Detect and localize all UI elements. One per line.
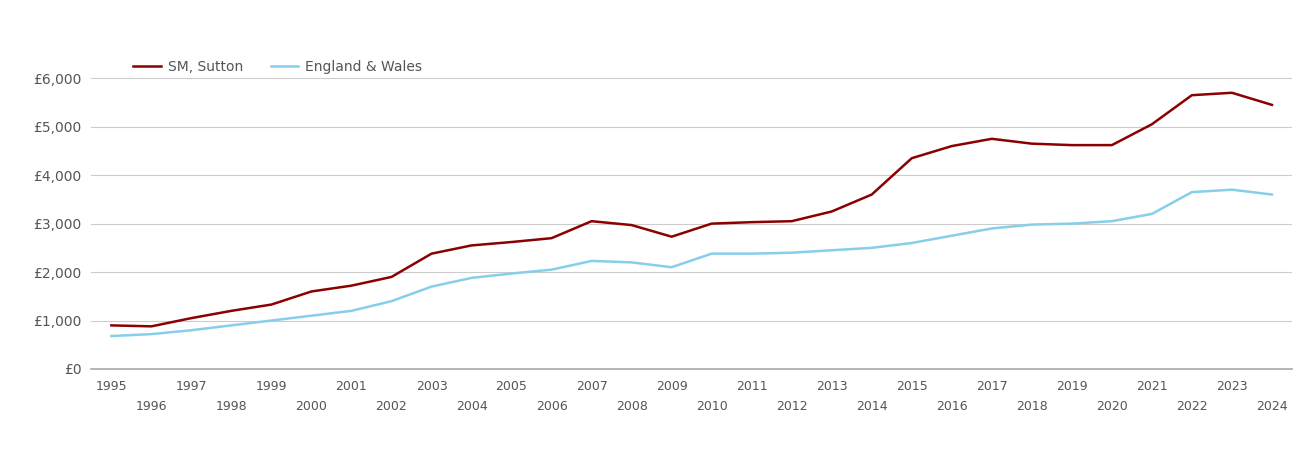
SM, Sutton: [944, 144, 959, 149]
England & Wales: [583, 258, 599, 264]
England & Wales: [1144, 211, 1160, 216]
England & Wales: [1024, 222, 1040, 227]
England & Wales: [144, 331, 159, 337]
England & Wales: [343, 308, 359, 314]
Text: 2016: 2016: [936, 400, 967, 413]
England & Wales: [463, 275, 479, 281]
Text: 2004: 2004: [455, 400, 487, 413]
Text: 2018: 2018: [1017, 400, 1048, 413]
Text: 2015: 2015: [897, 380, 928, 393]
Text: 2007: 2007: [576, 380, 608, 393]
England & Wales: [864, 245, 880, 251]
SM, Sutton: [984, 136, 1000, 141]
SM, Sutton: [103, 323, 119, 328]
Text: 2001: 2001: [335, 380, 367, 393]
SM, Sutton: [1104, 142, 1120, 148]
SM, Sutton: [904, 156, 920, 161]
England & Wales: [984, 226, 1000, 231]
England & Wales: [304, 313, 320, 319]
England & Wales: [384, 298, 399, 304]
England & Wales: [1224, 187, 1240, 193]
Text: 2019: 2019: [1056, 380, 1087, 393]
SM, Sutton: [624, 222, 639, 228]
SM, Sutton: [504, 239, 519, 245]
England & Wales: [823, 248, 839, 253]
England & Wales: [103, 333, 119, 339]
England & Wales: [1184, 189, 1199, 195]
England & Wales: [1265, 192, 1280, 197]
England & Wales: [504, 271, 519, 276]
Text: 2014: 2014: [856, 400, 887, 413]
SM, Sutton: [463, 243, 479, 248]
England & Wales: [223, 323, 239, 328]
England & Wales: [1104, 219, 1120, 224]
England & Wales: [904, 240, 920, 246]
SM, Sutton: [784, 219, 800, 224]
England & Wales: [784, 250, 800, 256]
SM, Sutton: [1224, 90, 1240, 95]
Text: 2010: 2010: [696, 400, 727, 413]
Text: 2009: 2009: [656, 380, 688, 393]
Text: 2012: 2012: [776, 400, 808, 413]
SM, Sutton: [1265, 102, 1280, 108]
Text: 2006: 2006: [536, 400, 568, 413]
SM, Sutton: [1144, 122, 1160, 127]
SM, Sutton: [223, 308, 239, 314]
Legend: SM, Sutton, England & Wales: SM, Sutton, England & Wales: [128, 54, 428, 79]
Line: England & Wales: England & Wales: [111, 190, 1272, 336]
Text: 2008: 2008: [616, 400, 647, 413]
England & Wales: [424, 284, 440, 289]
SM, Sutton: [744, 220, 760, 225]
England & Wales: [544, 267, 560, 272]
Text: 2003: 2003: [416, 380, 448, 393]
England & Wales: [184, 328, 200, 333]
Text: 2013: 2013: [816, 380, 847, 393]
England & Wales: [944, 233, 959, 238]
England & Wales: [264, 318, 279, 323]
SM, Sutton: [664, 234, 680, 239]
Text: 2021: 2021: [1137, 380, 1168, 393]
Text: 2005: 2005: [496, 380, 527, 393]
SM, Sutton: [864, 192, 880, 197]
SM, Sutton: [384, 274, 399, 279]
England & Wales: [664, 265, 680, 270]
Text: 2022: 2022: [1176, 400, 1207, 413]
England & Wales: [744, 251, 760, 256]
England & Wales: [703, 251, 719, 256]
SM, Sutton: [823, 209, 839, 214]
SM, Sutton: [184, 315, 200, 321]
England & Wales: [624, 260, 639, 265]
Text: 2017: 2017: [976, 380, 1007, 393]
SM, Sutton: [304, 289, 320, 294]
Text: 1996: 1996: [136, 400, 167, 413]
SM, Sutton: [583, 219, 599, 224]
Line: SM, Sutton: SM, Sutton: [111, 93, 1272, 326]
SM, Sutton: [343, 283, 359, 288]
SM, Sutton: [703, 221, 719, 226]
Text: 1997: 1997: [176, 380, 207, 393]
Text: 2000: 2000: [295, 400, 328, 413]
Text: 2002: 2002: [376, 400, 407, 413]
SM, Sutton: [424, 251, 440, 256]
Text: 2023: 2023: [1216, 380, 1248, 393]
SM, Sutton: [1064, 142, 1079, 148]
England & Wales: [1064, 221, 1079, 226]
Text: 1999: 1999: [256, 380, 287, 393]
Text: 2020: 2020: [1096, 400, 1128, 413]
Text: 2011: 2011: [736, 380, 767, 393]
SM, Sutton: [1184, 93, 1199, 98]
SM, Sutton: [144, 324, 159, 329]
SM, Sutton: [544, 235, 560, 241]
Text: 1995: 1995: [95, 380, 127, 393]
Text: 2024: 2024: [1257, 400, 1288, 413]
SM, Sutton: [1024, 141, 1040, 146]
SM, Sutton: [264, 302, 279, 307]
Text: 1998: 1998: [215, 400, 247, 413]
